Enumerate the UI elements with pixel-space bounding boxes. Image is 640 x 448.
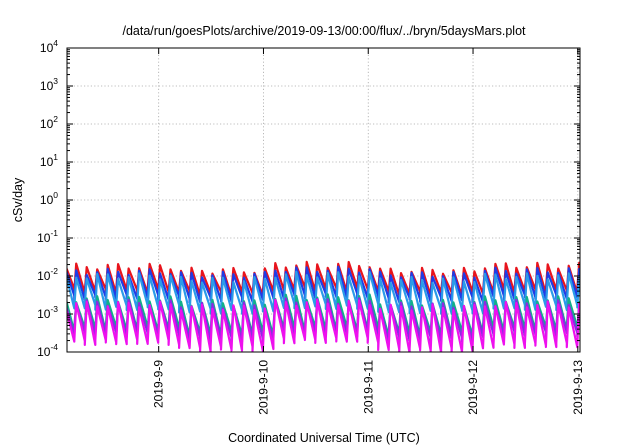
- x-tick-label: 2019-9-12: [466, 360, 480, 415]
- y-tick-label: 10-2: [37, 266, 58, 283]
- series-group: [67, 260, 580, 352]
- y-axis-label: cSv/day: [11, 177, 25, 222]
- y-tick-label: 10-1: [37, 228, 58, 245]
- series-line: [67, 270, 580, 315]
- x-tick-label: 2019-9-9: [152, 360, 166, 408]
- x-tick-label: 2019-9-13: [571, 360, 585, 415]
- y-tick-label: 10-4: [37, 342, 58, 359]
- y-tick-label: 103: [40, 76, 58, 93]
- y-tick-label: 104: [40, 38, 58, 55]
- chart-title: /data/run/goesPlots/archive/2019-09-13/0…: [122, 24, 526, 38]
- y-tick-label: 102: [40, 114, 58, 131]
- series-line: [67, 298, 580, 352]
- x-tick-label: 2019-9-10: [256, 360, 270, 415]
- y-axis: 10-4 10-3 10-2 10-1 100 101 102 103 104: [37, 38, 580, 359]
- x-axis-label: Coordinated Universal Time (UTC): [228, 431, 420, 445]
- x-tick-label: 2019-9-11: [361, 360, 375, 414]
- x-axis: 2019-9-9 2019-9-10 2019-9-11 2019-9-12 2019-…: [152, 48, 585, 415]
- y-tick-label: 10-3: [37, 304, 58, 321]
- y-tick-label: 100: [40, 190, 58, 207]
- y-tick-label: 101: [40, 152, 58, 169]
